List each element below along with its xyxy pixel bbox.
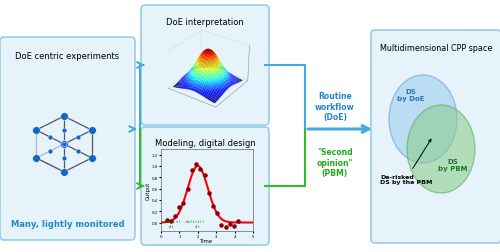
- Text: Multidimensional CPP space: Multidimensional CPP space: [380, 43, 492, 52]
- Point: [192, 163, 200, 167]
- X-axis label: Time: Time: [200, 239, 213, 243]
- FancyBboxPatch shape: [141, 128, 269, 245]
- Ellipse shape: [389, 76, 457, 163]
- Text: Modeling, digital design: Modeling, digital design: [154, 139, 256, 148]
- Point: [166, 219, 174, 224]
- Text: do(i,t)  do(t(i))
  dt         dt: do(i,t) do(t(i)) dt dt: [164, 219, 204, 228]
- Point: [180, 201, 188, 205]
- Text: Many, lightly monitored: Many, lightly monitored: [10, 220, 124, 229]
- Point: [204, 191, 212, 195]
- Point: [196, 168, 204, 172]
- Point: [188, 168, 196, 172]
- Point: [171, 214, 179, 218]
- Text: DoE interpretation: DoE interpretation: [166, 17, 244, 26]
- Ellipse shape: [407, 106, 475, 193]
- Text: DoE centric experiments: DoE centric experiments: [16, 51, 120, 60]
- Text: De-risked
DS by the PBM: De-risked DS by the PBM: [380, 140, 432, 185]
- Point: [222, 225, 230, 229]
- Point: [218, 224, 226, 228]
- Point: [234, 219, 242, 224]
- Point: [226, 222, 234, 226]
- Text: "Second
opinion"
(PBM): "Second opinion" (PBM): [317, 147, 353, 177]
- Text: Routine
workflow
(DoE): Routine workflow (DoE): [315, 92, 355, 121]
- Point: [184, 187, 192, 192]
- Point: [213, 211, 221, 215]
- FancyBboxPatch shape: [141, 6, 269, 125]
- Text: DS
by DoE: DS by DoE: [397, 88, 425, 101]
- FancyBboxPatch shape: [371, 31, 500, 243]
- FancyBboxPatch shape: [0, 38, 135, 240]
- Point: [200, 174, 208, 178]
- Point: [230, 224, 238, 228]
- Point: [175, 205, 183, 209]
- Point: [209, 204, 217, 208]
- Y-axis label: Output: Output: [146, 181, 150, 199]
- Text: DS
by PBM: DS by PBM: [438, 158, 468, 171]
- Point: [162, 218, 170, 223]
